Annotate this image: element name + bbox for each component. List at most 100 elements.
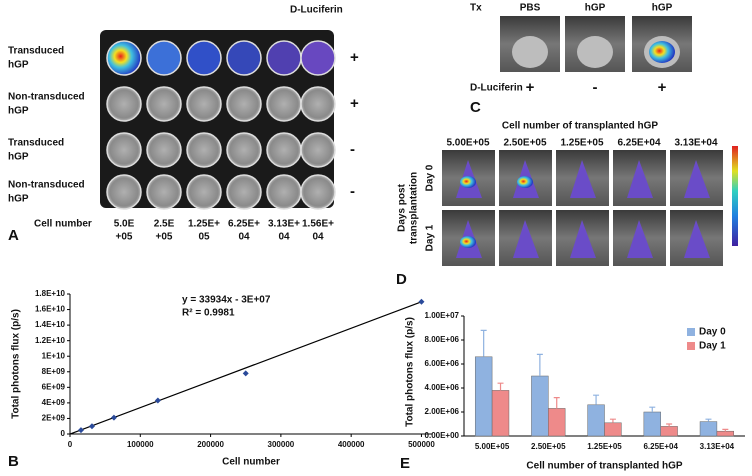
well: [226, 174, 262, 210]
well: [146, 174, 182, 210]
x-tick-label: 3.13E+04: [700, 442, 735, 451]
well: [186, 86, 222, 122]
row-label: Day 1: [425, 224, 436, 251]
cell-number: 1.56E+: [302, 219, 334, 230]
well: [300, 174, 336, 210]
annotation: y = 33934x - 3E+07: [182, 295, 271, 306]
error-bar: [609, 418, 616, 423]
treatment: PBS: [520, 3, 541, 14]
column-label: 1.25E+05: [560, 138, 604, 149]
y-tick-label: 4.00E+06: [425, 383, 460, 392]
y-tick-label: 1.4E+10: [35, 320, 66, 329]
signal: [517, 176, 533, 188]
y-tick-label: 6E+09: [42, 382, 66, 391]
bar: [643, 411, 661, 437]
well: [106, 40, 142, 76]
x-tick-label: 500000: [408, 440, 435, 449]
well: [300, 132, 336, 168]
treatment: hGP: [652, 3, 673, 14]
panel-letter: E: [400, 455, 410, 472]
well: [266, 40, 302, 76]
column-label: 3.13E+04: [674, 138, 718, 149]
side-label: Days post: [397, 183, 408, 231]
mouse-body: [513, 220, 539, 258]
y-tick-label: 2.00E+06: [425, 407, 460, 416]
x-axis-label: Cell number of transplanted hGP: [526, 461, 682, 472]
mouse-body: [577, 36, 613, 68]
row-label: hGP: [8, 106, 29, 117]
well: [266, 86, 302, 122]
point: [154, 397, 161, 404]
well: [186, 132, 222, 168]
column-label: 5.00E+05: [446, 138, 490, 149]
cell-number-label: Cell number: [34, 219, 92, 230]
sign: +: [350, 95, 359, 112]
signal: [460, 236, 476, 248]
bar: [491, 390, 510, 437]
well: [266, 174, 302, 210]
y-tick-label: 2E+09: [42, 414, 66, 423]
y-axis-label: Total photons flux (p/s): [11, 309, 22, 419]
point: [110, 414, 117, 421]
y-tick-label: 1.2E+10: [35, 336, 66, 345]
error-bar: [480, 329, 487, 357]
mouse-body: [684, 220, 710, 258]
sign: +: [350, 49, 359, 66]
y-tick-label: 0: [61, 429, 66, 438]
mouse-body: [627, 160, 653, 198]
well: [226, 86, 262, 122]
bar: [531, 375, 549, 437]
row-label: Non-transduced: [8, 92, 85, 103]
point: [88, 423, 95, 430]
point: [242, 370, 249, 377]
cell-number: 05: [198, 232, 210, 243]
well: [146, 40, 182, 76]
bar: [716, 430, 735, 437]
cell-number: 2.5E: [154, 219, 175, 230]
x-tick-label: 100000: [127, 440, 154, 449]
reagent-label: D-Luciferin: [290, 5, 343, 16]
well: [266, 132, 302, 168]
panel-title: Cell number of transplanted hGP: [502, 121, 658, 132]
y-tick-label: 1.00E+07: [425, 311, 460, 320]
sign: -: [593, 79, 598, 96]
x-tick-label: 6.25E+04: [643, 442, 678, 451]
cell-number: 3.13E+: [268, 219, 300, 230]
bar: [604, 422, 622, 437]
panel-letter: A: [8, 227, 19, 244]
y-tick-label: 8E+09: [42, 367, 66, 376]
y-axis-label: Total photons flux (p/s): [405, 317, 416, 427]
mouse-body: [512, 36, 548, 68]
panel-letter: B: [8, 453, 19, 470]
bar: [548, 408, 566, 437]
color-bar: [732, 146, 738, 246]
row-label: Day 0: [425, 164, 436, 191]
well: [106, 86, 142, 122]
panel-letter: C: [470, 99, 481, 116]
bar: [587, 404, 605, 437]
well: [106, 174, 142, 210]
cell-number: 6.25E+: [228, 219, 260, 230]
well: [300, 40, 336, 76]
row-label: hGP: [8, 152, 29, 163]
cell-number: 1.25E+: [188, 219, 220, 230]
x-tick-label: 5.00E+05: [475, 442, 510, 451]
bar: [699, 421, 718, 437]
row-label: hGP: [8, 60, 29, 71]
legend-swatch: [687, 342, 695, 350]
sign: -: [350, 183, 355, 200]
sign: +: [658, 79, 667, 96]
cell-number: 5.0E: [114, 219, 135, 230]
error-bar: [553, 397, 560, 409]
side-label: transplantation: [409, 172, 420, 244]
well: [226, 132, 262, 168]
column-label: 2.50E+05: [503, 138, 547, 149]
x-tick-label: 300000: [268, 440, 295, 449]
cell-number: +05: [156, 232, 173, 243]
mouse-body: [627, 220, 653, 258]
well: [186, 40, 222, 76]
error-bar: [497, 382, 504, 391]
error-bar: [705, 418, 712, 422]
error-bar: [593, 394, 600, 405]
